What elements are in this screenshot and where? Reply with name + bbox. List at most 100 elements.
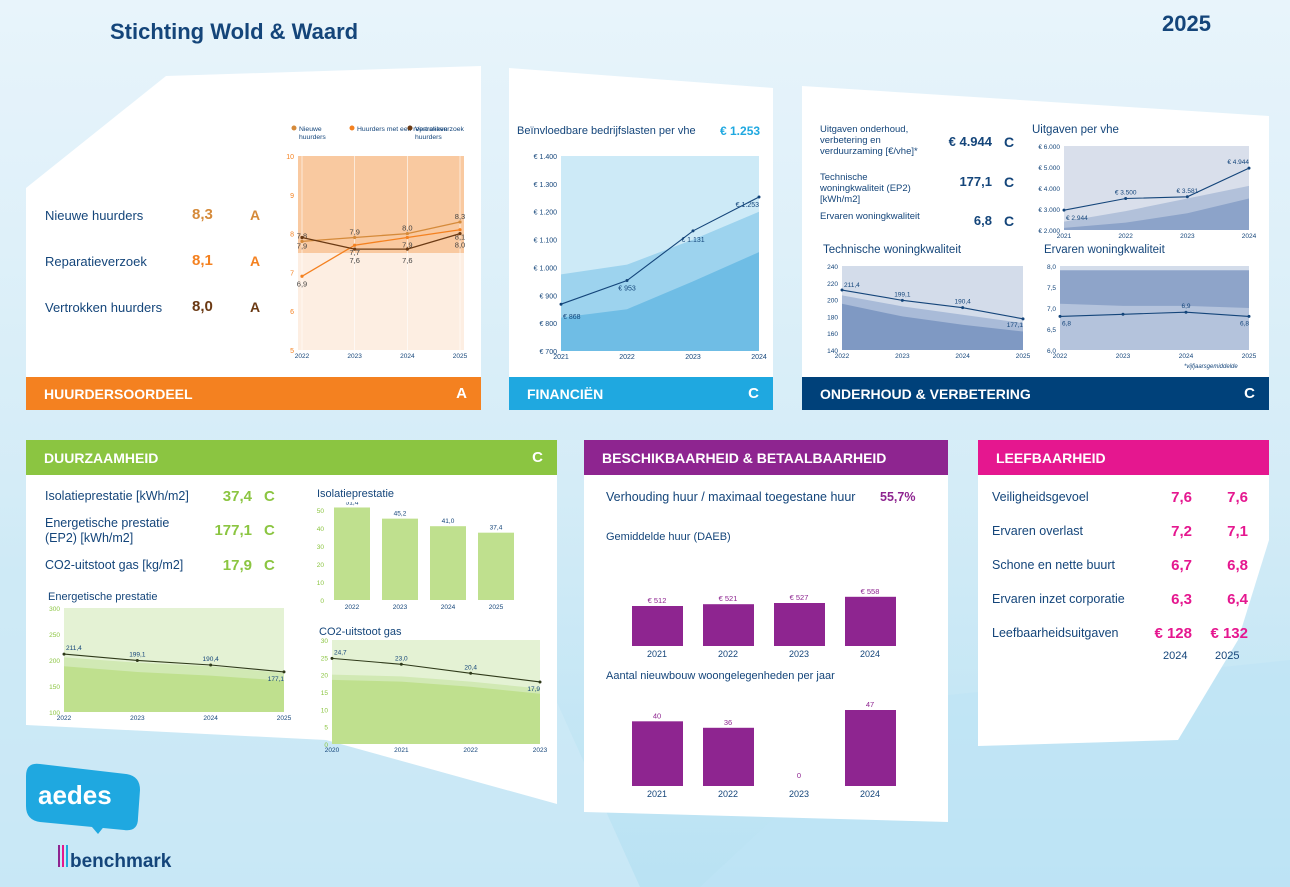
chart-xtick: 2023 <box>533 747 548 754</box>
chart-data-label: € 1.131 <box>681 237 704 244</box>
huur-data-label: € 558 <box>861 587 880 596</box>
leefbaarheid-row-label: Ervaren inzet corporatie <box>992 592 1125 606</box>
chart-xtick: 2025 <box>277 715 292 722</box>
huurders-data-label: 6,9 <box>297 279 307 288</box>
technisch-chart-title: Technische woningkwaliteit <box>823 244 962 256</box>
purple-xtick: 2022 <box>718 789 738 799</box>
page-title: Stichting Wold & Waard <box>110 19 359 44</box>
chart-xtick: 2024 <box>751 354 767 361</box>
chart-area <box>561 252 759 351</box>
huur-xtick: 2023 <box>789 649 809 659</box>
benchmark-logo-text: benchmark <box>70 851 172 872</box>
onderhoud-row-value: 6,8 <box>973 213 992 228</box>
leef-year-2: 2025 <box>1215 650 1240 662</box>
chart-data-label: 6,8 <box>1240 320 1249 327</box>
chart-area <box>1064 198 1249 230</box>
huur-chart-title: Gemiddelde huur (DAEB) <box>606 531 731 543</box>
chart-xtick: 2021 <box>394 747 409 754</box>
chart-ytick: € 800 <box>539 321 557 328</box>
purple-bar <box>845 710 896 786</box>
chart-data-label: 24,7 <box>334 649 347 656</box>
chart-ytick: 250 <box>49 632 60 639</box>
chart-point <box>1058 314 1062 318</box>
onderhoud-row-grade: C <box>1004 213 1015 229</box>
chart-series-line <box>63 653 285 673</box>
chart-xtick: 2023 <box>1116 353 1131 360</box>
chart-data-label: € 953 <box>618 286 636 293</box>
leefbaarheid-row-value-2025: € 132 <box>1210 625 1248 642</box>
chart-ytick: 140 <box>827 348 838 355</box>
legend-marker <box>291 125 297 131</box>
chart-ytick: 30 <box>321 638 329 645</box>
chart-data-label: 177,1 <box>1007 322 1024 329</box>
onderhoud-row-label: Uitgaven onderhoud, verbetering en verdu… <box>820 124 918 157</box>
chart-data-label: € 4.944 <box>1227 159 1249 166</box>
chart-ytick: € 1.200 <box>534 210 557 217</box>
chart-point <box>691 229 695 233</box>
chart-xtick: 2022 <box>463 747 478 754</box>
chart-point <box>1121 312 1125 316</box>
chart-point <box>135 658 139 662</box>
huurders-data-label: 7,9 <box>349 227 359 236</box>
isolatie-data-label: 41,0 <box>442 518 455 525</box>
legend-label: Vertrokken <box>415 126 448 133</box>
huurders-data-label: 7,9 <box>402 240 412 249</box>
duurzaamheid-row-value: 37,4 <box>222 488 252 505</box>
onderhoud-row-grade: C <box>1004 134 1015 150</box>
chart-ytick: € 1.000 <box>534 265 557 272</box>
chart-data-label: 6,9 <box>1181 303 1190 310</box>
chart-series-line <box>1063 167 1250 211</box>
purple-bar <box>632 721 683 786</box>
chart-point <box>1247 166 1251 170</box>
chart-ytick: € 900 <box>539 293 557 300</box>
huurders-xtick: 2025 <box>453 353 468 360</box>
chart-ytick: 0 <box>324 742 328 749</box>
isolatie-xtick: 2022 <box>345 604 360 611</box>
huurders-point <box>458 220 462 224</box>
chart-ytick: € 4.000 <box>1038 186 1060 193</box>
beschikbaarheid-title: BESCHIKBAARHEID & BETAALBAARHEID <box>602 449 887 466</box>
aedes-logo-text: aedes <box>38 780 112 810</box>
chart-xtick: 2022 <box>1053 353 1068 360</box>
huurders-row-grade: A <box>250 253 261 269</box>
huurders-xtick: 2022 <box>295 353 310 360</box>
huurders-point <box>458 232 462 236</box>
chart-data-label: 190,4 <box>955 299 972 306</box>
huur-bar <box>774 603 825 646</box>
chart-data-label: 20,4 <box>464 664 477 671</box>
duurzaamheid-grade: C <box>532 449 543 466</box>
chart-xtick: 2025 <box>1016 353 1031 360</box>
chart-data-label: € 3.500 <box>1115 190 1137 197</box>
chart-ytick: 150 <box>49 684 60 691</box>
purple-xtick: 2023 <box>789 789 809 799</box>
chart-ytick: 160 <box>827 331 838 338</box>
chart-point <box>330 656 334 660</box>
purple-bar <box>703 727 754 786</box>
huurders-data-label: 7,8 <box>297 231 307 240</box>
huurders-series-line <box>301 221 461 243</box>
chart-series-line <box>331 657 541 683</box>
huur-bar <box>703 604 754 646</box>
huurders-data-label: 8,0 <box>455 241 465 250</box>
leefbaarheid-row-value-2024: 7,6 <box>1171 489 1192 506</box>
duurzaamheid-row-label: CO2-uitstoot gas [kg/m2] <box>45 558 184 572</box>
onderhoud-row-label: Ervaren woningkwaliteit <box>820 211 920 222</box>
chart-data-label: € 868 <box>563 314 581 321</box>
huurders-ytick: 9 <box>290 193 294 200</box>
chart-xtick: 2022 <box>619 354 635 361</box>
isolatie-ytick: 0 <box>320 598 324 605</box>
ratio-value: 55,7% <box>880 490 916 504</box>
chart-point <box>900 298 904 302</box>
leefbaarheid-row-value-2025: 7,6 <box>1227 489 1248 506</box>
financien-title: FINANCIËN <box>527 385 604 402</box>
isolatie-data-label: 37,4 <box>490 525 503 532</box>
isolatie-bar <box>334 507 370 600</box>
chart-data-label: 190,4 <box>203 656 220 663</box>
chart-xtick: 2021 <box>1057 233 1072 240</box>
huurders-band-high <box>298 156 464 253</box>
benchmark-logo: benchmark <box>58 845 172 872</box>
chart-ytick: 15 <box>321 690 329 697</box>
huur-chart: € 512 2021 € 521 2022 € 527 2023 € 558 2024 <box>632 587 896 659</box>
chart-data-label: 6,8 <box>1062 320 1071 327</box>
isolatie-data-label: 45,2 <box>394 511 407 518</box>
